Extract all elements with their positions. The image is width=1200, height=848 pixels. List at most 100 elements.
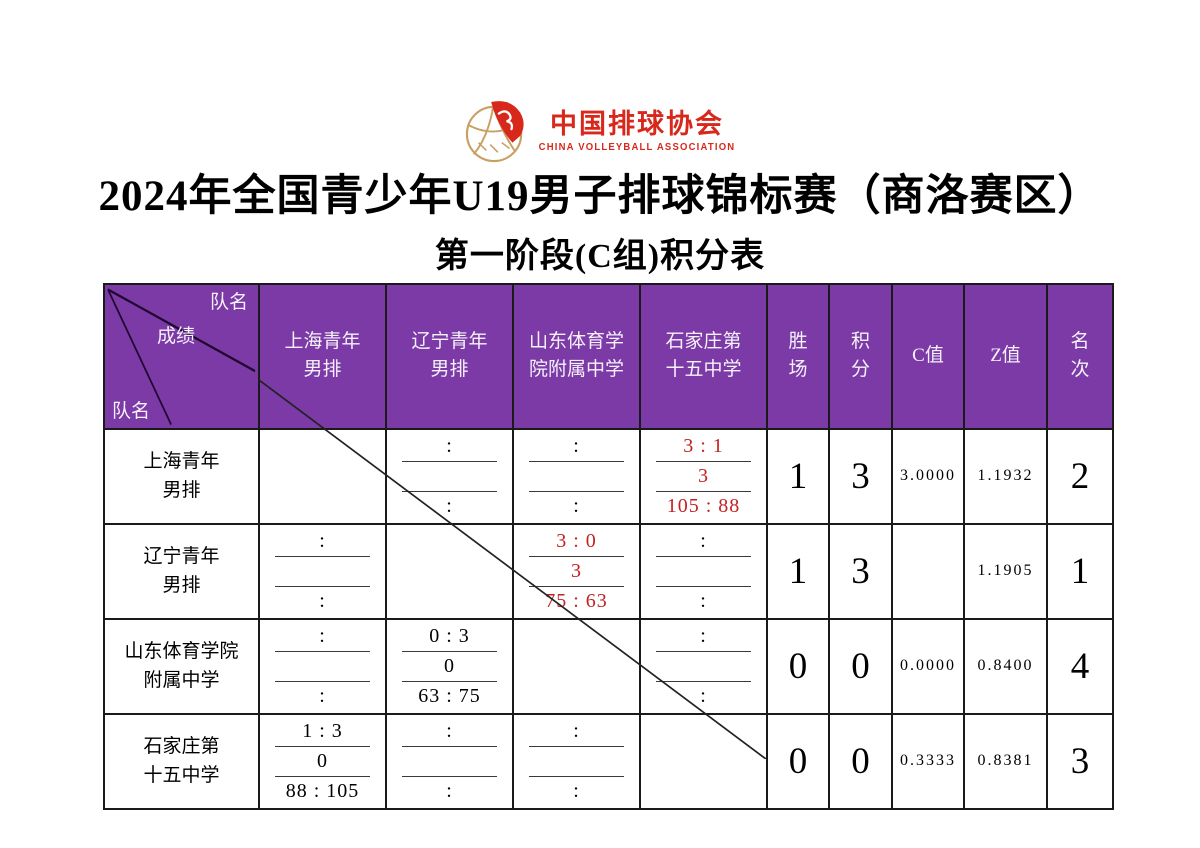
match-points: 3	[571, 560, 582, 582]
table-row: 石家庄第 十五中学 1 : 3 0 88 : 105 : : : :	[103, 712, 1114, 810]
page-subtitle: 第一阶段(C组)积分表	[434, 238, 766, 275]
set-score: :	[573, 720, 580, 742]
set-score: 3 : 0	[556, 530, 597, 552]
score-table: 队名 成绩 队名 上海青年 男排 辽宁青年 男排 山东体育学 院附属中学 石家庄…	[103, 283, 1114, 810]
self-match-cell	[385, 522, 514, 620]
point-ratio: 88 : 105	[285, 780, 360, 802]
match-points	[261, 655, 384, 677]
score-divider	[402, 650, 497, 652]
corner-header-cell: 队名 成绩 队名	[103, 283, 260, 430]
score-divider	[402, 460, 497, 462]
match-points	[642, 655, 765, 677]
score-divider	[529, 490, 624, 492]
association-name-en: CHINA VOLLEYBALL ASSOCIATION	[538, 141, 736, 154]
association-logo: 中国排球协会 CHINA VOLLEYBALL ASSOCIATION	[0, 100, 1200, 164]
c-value-cell: 0.3333	[891, 712, 965, 810]
match-cell-loss: 1 : 3 0 88 : 105	[258, 712, 387, 810]
score-divider	[656, 460, 751, 462]
point-ratio: :	[700, 590, 707, 612]
standings-table: 队名 成绩 队名 上海青年 男排 辽宁青年 男排 山东体育学 院附属中学 石家庄…	[103, 283, 1114, 810]
association-name-cn: 中国排球协会	[550, 109, 724, 140]
corner-label-result: 成绩	[157, 326, 196, 347]
table-row: 上海青年 男排 : : : : 3 : 1 3 105 :	[103, 427, 1114, 525]
point-ratio: :	[700, 685, 707, 707]
set-score: :	[446, 720, 453, 742]
match-points	[515, 465, 638, 487]
point-ratio: :	[573, 780, 580, 802]
set-score: :	[319, 530, 326, 552]
points-cell: 0	[828, 617, 893, 715]
set-score: :	[573, 435, 580, 457]
c-value-header: C值	[891, 283, 965, 430]
score-divider	[275, 680, 370, 682]
set-score: :	[700, 625, 707, 647]
score-divider	[402, 680, 497, 682]
rank-cell: 3	[1046, 712, 1114, 810]
points-cell: 0	[828, 712, 893, 810]
score-divider	[529, 555, 624, 557]
score-divider	[275, 745, 370, 747]
score-divider	[529, 460, 624, 462]
wins-cell: 0	[766, 617, 830, 715]
score-divider	[656, 555, 751, 557]
opponent-header: 山东体育学 院附属中学	[512, 283, 641, 430]
score-divider	[402, 745, 497, 747]
match-points	[261, 560, 384, 582]
corner-diagonal-lines	[107, 288, 256, 426]
score-divider	[529, 585, 624, 587]
rank-cell: 4	[1046, 617, 1114, 715]
team-name-cell: 山东体育学院 附属中学	[103, 617, 260, 715]
corner-label-team-bottom: 队名	[112, 400, 151, 422]
z-value-header: Z值	[963, 283, 1048, 430]
match-points	[515, 750, 638, 772]
match-points	[388, 750, 511, 772]
score-divider	[275, 555, 370, 557]
rank-cell: 1	[1046, 522, 1114, 620]
team-name-cell: 石家庄第 十五中学	[103, 712, 260, 810]
score-divider	[275, 650, 370, 652]
match-cell: : :	[639, 617, 768, 715]
volleyball-logo-icon	[465, 101, 524, 163]
point-ratio: :	[446, 495, 453, 517]
match-points	[388, 465, 511, 487]
set-score: 3 : 1	[683, 435, 724, 457]
match-cell: : :	[512, 712, 641, 810]
self-match-cell	[639, 712, 768, 810]
match-cell: : :	[385, 712, 514, 810]
match-cell: : :	[512, 427, 641, 525]
match-cell: : :	[639, 522, 768, 620]
score-divider	[402, 775, 497, 777]
match-cell-win: 3 : 1 3 105 : 88	[639, 427, 768, 525]
score-divider	[656, 490, 751, 492]
set-score: :	[446, 435, 453, 457]
score-divider	[529, 745, 624, 747]
corner-label-team-top: 队名	[209, 292, 248, 313]
score-divider	[656, 585, 751, 587]
c-value-cell: 0.0000	[891, 617, 965, 715]
points-cell: 3	[828, 522, 893, 620]
match-cell: : :	[385, 427, 514, 525]
page-title: 2024年全国青少年U19男子排球锦标赛（商洛赛区）	[98, 173, 1102, 220]
z-value-cell: 1.1932	[963, 427, 1048, 525]
z-value-cell: 1.1905	[963, 522, 1048, 620]
set-score: 0 : 3	[429, 625, 470, 647]
c-value-cell: 3.0000	[891, 427, 965, 525]
point-ratio: :	[573, 495, 580, 517]
point-ratio: :	[446, 780, 453, 802]
match-cell-win: 3 : 0 3 75 : 63	[512, 522, 641, 620]
match-cell: : :	[258, 617, 387, 715]
table-row: 辽宁青年 男排 : : 3 : 0 3 75 : 63 :	[103, 522, 1114, 620]
match-points: 0	[444, 655, 455, 677]
point-ratio: 75 : 63	[545, 590, 608, 612]
match-cell-loss: 0 : 3 0 63 : 75	[385, 617, 514, 715]
rank-header: 名 次	[1046, 283, 1114, 430]
score-divider	[275, 585, 370, 587]
point-ratio: :	[319, 590, 326, 612]
opponent-header: 辽宁青年 男排	[385, 283, 514, 430]
points-cell: 3	[828, 427, 893, 525]
score-divider	[402, 490, 497, 492]
point-ratio: 105 : 88	[666, 495, 741, 517]
opponent-header: 石家庄第 十五中学	[639, 283, 768, 430]
match-points: 3	[698, 465, 709, 487]
opponent-header: 上海青年 男排	[258, 283, 387, 430]
